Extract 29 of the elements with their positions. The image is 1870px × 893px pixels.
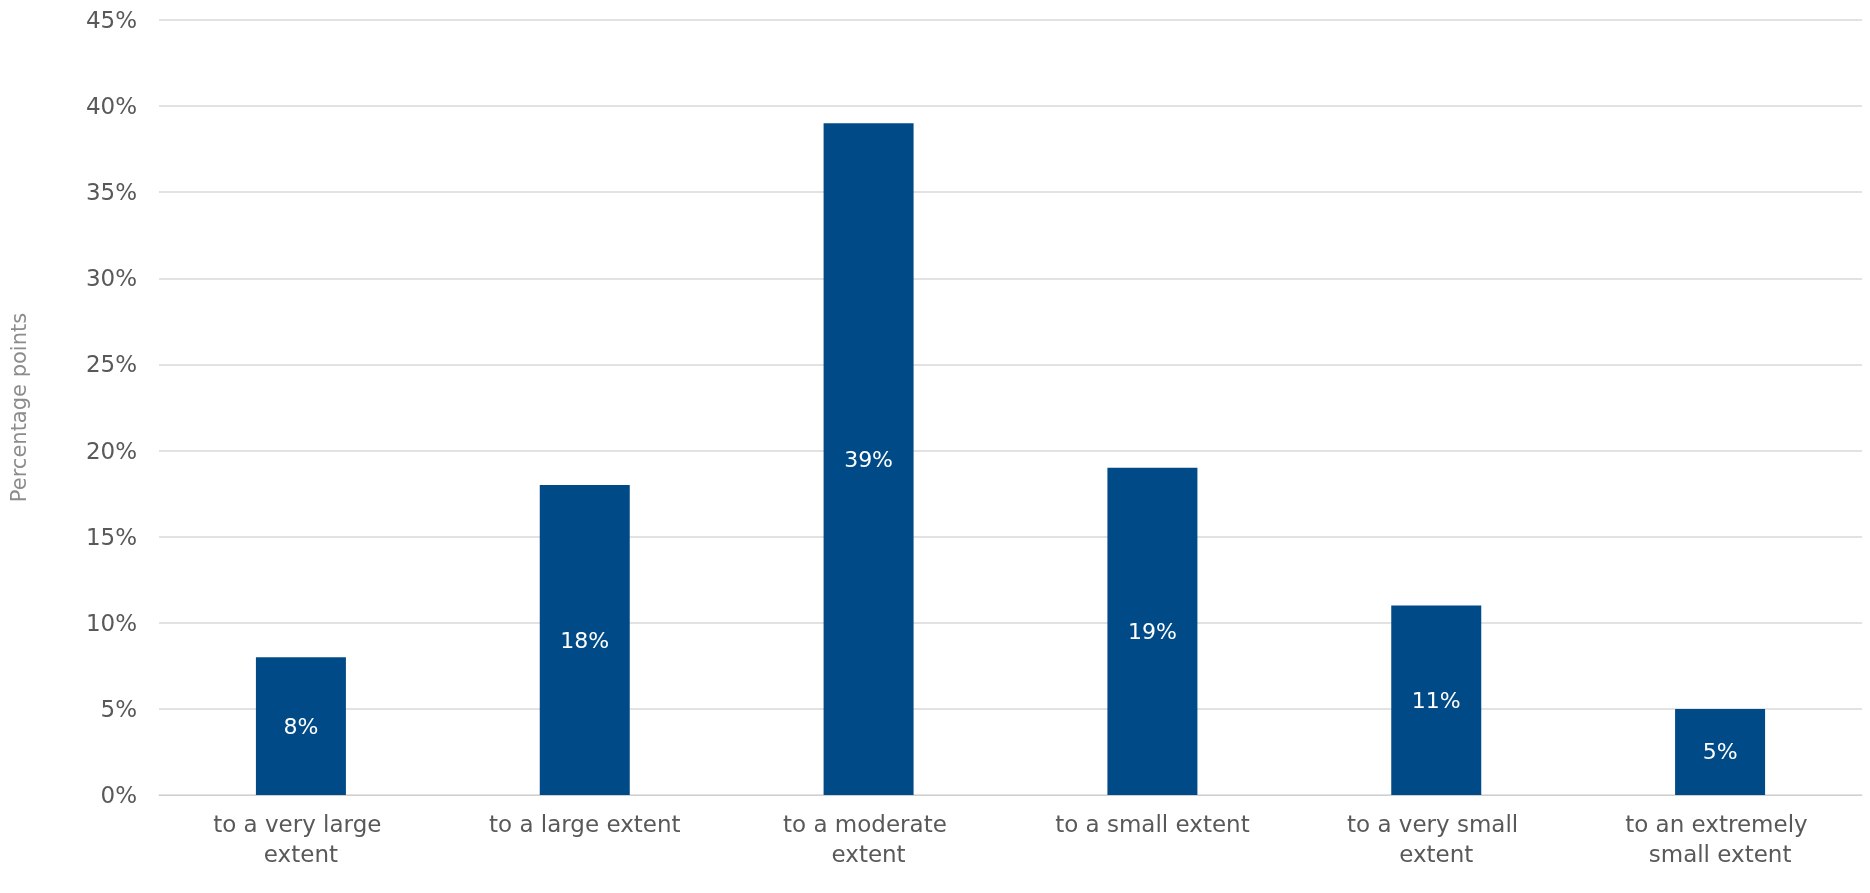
data-label: 8% [283,713,319,739]
data-label: 39% [844,446,894,472]
y-axis-title: Percentage points [6,312,31,503]
x-tick-label: to a small extent [1055,811,1250,837]
bar [1675,708,1766,795]
data-label: 11% [1411,687,1461,713]
x-tick-label: to a moderate extent [783,811,955,867]
bar [1107,467,1198,795]
data-label: 5% [1702,739,1738,765]
y-tick-label: 30% [85,265,137,292]
y-tick-label: 10% [85,609,137,636]
x-tick-label: to an extremely small extent [1625,811,1815,867]
bar [539,485,630,795]
y-tick-label: 45% [85,7,137,33]
y-tick-label: 35% [85,179,137,206]
y-tick-label: 15% [85,523,137,550]
x-tick-label: to a very small extent [1346,811,1526,867]
bar [255,657,346,795]
data-label: 19% [1127,618,1177,644]
y-tick-label: 20% [85,437,137,464]
x-tick-label: to a large extent [488,811,681,837]
data-label: 18% [560,627,610,653]
x-tick-label: to a very large extent [213,811,389,867]
bar [823,123,914,795]
y-tick-label: 40% [85,93,137,120]
y-tick-label: 25% [85,351,137,378]
y-tick-label: 0% [100,782,137,808]
y-tick-label: 5% [100,695,137,722]
bar [1391,605,1482,795]
